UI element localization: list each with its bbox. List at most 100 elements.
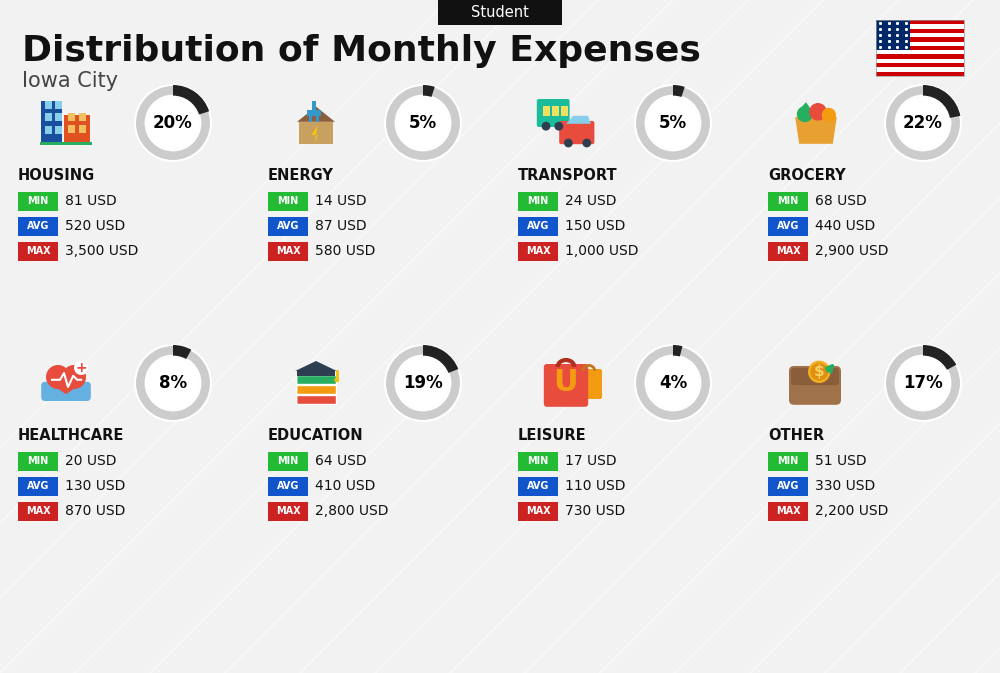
Wedge shape	[135, 345, 211, 421]
Bar	[876, 63, 964, 67]
Text: 580 USD: 580 USD	[315, 244, 375, 258]
Text: 20 USD: 20 USD	[65, 454, 116, 468]
Bar	[876, 50, 964, 55]
Bar	[876, 42, 964, 46]
Wedge shape	[673, 85, 685, 97]
Text: TRANSPORT: TRANSPORT	[518, 168, 618, 182]
FancyBboxPatch shape	[268, 476, 308, 495]
Bar	[297, 371, 335, 376]
Text: MIN: MIN	[27, 456, 49, 466]
Bar	[876, 33, 964, 37]
Text: 20%: 20%	[153, 114, 193, 132]
Text: 14 USD: 14 USD	[315, 194, 367, 208]
Bar	[876, 37, 964, 42]
Text: MIN: MIN	[777, 456, 799, 466]
FancyBboxPatch shape	[296, 395, 336, 404]
FancyBboxPatch shape	[296, 385, 336, 394]
Text: LEISURE: LEISURE	[518, 427, 587, 443]
Text: 51 USD: 51 USD	[815, 454, 867, 468]
FancyBboxPatch shape	[791, 368, 839, 385]
FancyBboxPatch shape	[296, 376, 336, 384]
Text: 5%: 5%	[659, 114, 687, 132]
Wedge shape	[885, 85, 961, 161]
Text: 330 USD: 330 USD	[815, 479, 875, 493]
Text: OTHER: OTHER	[768, 427, 824, 443]
Text: 4%: 4%	[659, 374, 687, 392]
Wedge shape	[173, 85, 209, 114]
Circle shape	[647, 97, 699, 149]
FancyBboxPatch shape	[18, 501, 58, 520]
Text: $: $	[814, 364, 825, 380]
Bar	[876, 59, 964, 63]
Bar	[45, 113, 52, 121]
Bar	[316, 116, 319, 122]
Text: 17 USD: 17 USD	[565, 454, 617, 468]
Text: MIN: MIN	[527, 456, 549, 466]
Text: Distribution of Monthly Expenses: Distribution of Monthly Expenses	[22, 34, 701, 68]
FancyBboxPatch shape	[268, 452, 308, 470]
Wedge shape	[135, 85, 211, 161]
FancyBboxPatch shape	[268, 192, 308, 211]
Text: 22%: 22%	[903, 114, 943, 132]
FancyBboxPatch shape	[518, 242, 558, 260]
Bar	[64, 115, 90, 145]
Circle shape	[397, 357, 449, 409]
Circle shape	[809, 103, 827, 120]
Text: Iowa City: Iowa City	[22, 71, 118, 91]
Text: MIN: MIN	[527, 196, 549, 206]
Circle shape	[74, 361, 88, 375]
FancyBboxPatch shape	[768, 192, 808, 211]
FancyBboxPatch shape	[18, 192, 58, 211]
Bar	[299, 122, 333, 144]
Circle shape	[810, 363, 828, 381]
Bar	[68, 113, 75, 121]
Text: 17%: 17%	[903, 374, 943, 392]
Bar	[296, 395, 298, 404]
Bar	[876, 46, 964, 50]
Text: AVG: AVG	[777, 481, 799, 491]
Wedge shape	[923, 85, 960, 118]
Bar	[561, 106, 568, 116]
Text: MAX: MAX	[276, 246, 300, 256]
FancyBboxPatch shape	[518, 476, 558, 495]
Polygon shape	[295, 361, 337, 371]
Bar	[55, 113, 62, 121]
Text: 440 USD: 440 USD	[815, 219, 875, 233]
Bar	[307, 110, 321, 116]
Text: 3,500 USD: 3,500 USD	[65, 244, 138, 258]
Text: MAX: MAX	[276, 506, 300, 516]
FancyBboxPatch shape	[268, 242, 308, 260]
Text: 5%: 5%	[409, 114, 437, 132]
Text: AVG: AVG	[527, 481, 549, 491]
Text: HOUSING: HOUSING	[18, 168, 95, 182]
Polygon shape	[795, 117, 837, 144]
FancyBboxPatch shape	[537, 99, 570, 127]
Circle shape	[554, 122, 563, 131]
Bar	[876, 29, 964, 33]
Text: 8%: 8%	[159, 374, 187, 392]
Circle shape	[147, 97, 199, 149]
Text: 64 USD: 64 USD	[315, 454, 367, 468]
Wedge shape	[173, 345, 191, 359]
Bar	[876, 72, 964, 76]
Text: HEALTHCARE: HEALTHCARE	[18, 427, 124, 443]
Bar	[40, 142, 92, 145]
FancyBboxPatch shape	[18, 217, 58, 236]
Circle shape	[647, 357, 699, 409]
Text: MAX: MAX	[26, 506, 50, 516]
Bar	[876, 24, 964, 29]
Text: Student: Student	[471, 5, 529, 20]
Text: 24 USD: 24 USD	[565, 194, 616, 208]
FancyBboxPatch shape	[768, 242, 808, 260]
Text: 2,900 USD: 2,900 USD	[815, 244, 889, 258]
Bar	[296, 376, 298, 384]
Text: +: +	[75, 361, 87, 375]
Text: 410 USD: 410 USD	[315, 479, 375, 493]
FancyBboxPatch shape	[438, 0, 562, 25]
Text: 150 USD: 150 USD	[565, 219, 625, 233]
FancyBboxPatch shape	[268, 501, 308, 520]
FancyBboxPatch shape	[518, 501, 558, 520]
Text: AVG: AVG	[527, 221, 549, 231]
Text: MIN: MIN	[277, 196, 299, 206]
Bar	[79, 113, 86, 121]
